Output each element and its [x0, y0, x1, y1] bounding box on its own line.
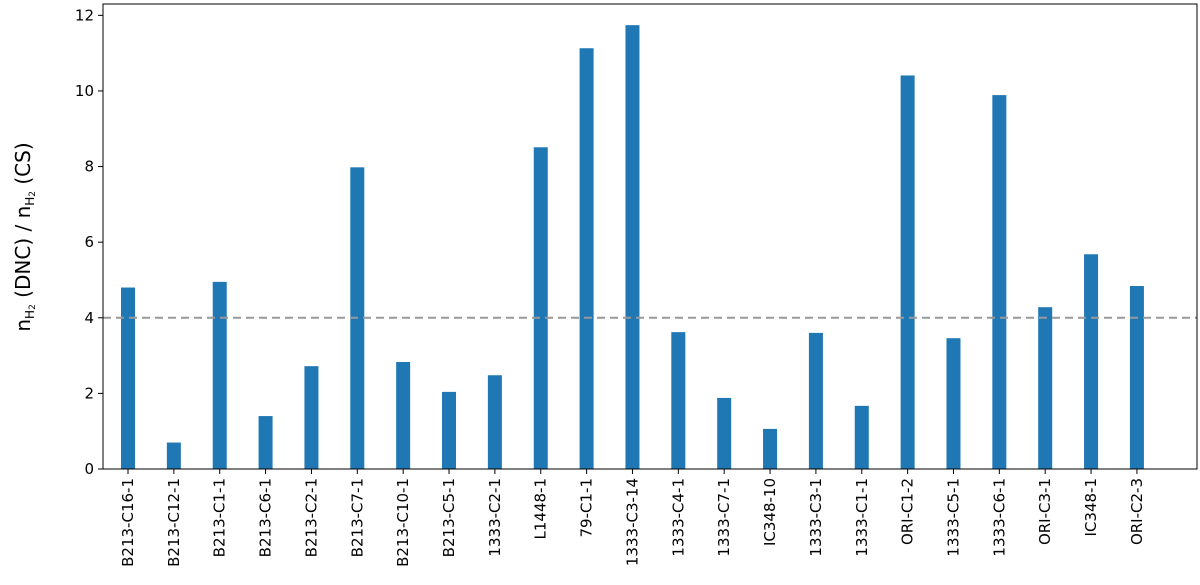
x-tick-label: B213-C6-1	[257, 478, 275, 557]
x-tick-label: B213-C2-1	[302, 478, 320, 557]
x-tick-label: B213-C5-1	[440, 478, 458, 557]
y-tick-label: 4	[84, 309, 94, 327]
bar	[212, 281, 227, 469]
bar	[166, 442, 181, 469]
x-tick-label: 1333-C7-1	[715, 478, 733, 557]
bar	[625, 25, 640, 469]
bar	[396, 362, 411, 469]
x-tick-label: B213-C16-1	[119, 478, 137, 567]
y-axis-label-part: n	[11, 319, 35, 332]
bar	[121, 287, 135, 469]
bar	[717, 397, 732, 469]
y-tick-label: 8	[84, 158, 94, 176]
x-tick-label: 79-C1-1	[578, 478, 596, 537]
x-tick-label: 1333-C3-14	[623, 478, 641, 566]
x-tick-label: ORI-C1-2	[899, 478, 917, 545]
x-tick-label: 1333-C5-1	[944, 478, 962, 557]
x-tick-label: L1448-1	[532, 478, 550, 540]
bar	[579, 48, 594, 469]
y-axis-label-part: (DNC) / n	[11, 206, 35, 304]
x-tick-label: 1333-C6-1	[990, 478, 1008, 557]
bar	[304, 366, 319, 469]
y-axis-label-part: 2	[28, 304, 38, 310]
y-axis-label-part: (CS)	[11, 142, 35, 191]
x-tick-label: ORI-C2-3	[1128, 478, 1146, 545]
x-tick-label: B213-C1-1	[211, 478, 229, 557]
y-axis-label: nH2 (DNC) / nH2 (CS)	[11, 142, 38, 331]
x-tick-label: 1333-C4-1	[669, 478, 687, 557]
bar	[854, 405, 869, 469]
bar	[1084, 254, 1099, 469]
y-axis-label-part: H	[23, 197, 37, 206]
bar	[533, 147, 548, 469]
x-tick-label: B213-C12-1	[165, 478, 183, 567]
bar	[1129, 286, 1144, 469]
bar	[946, 338, 961, 469]
x-tick-label: 1333-C2-1	[486, 478, 504, 557]
bar	[763, 428, 778, 469]
bar	[487, 375, 502, 469]
bar	[808, 332, 823, 469]
bar	[1038, 307, 1053, 469]
bar	[900, 75, 915, 469]
x-tick-label: ORI-C3-1	[1036, 478, 1054, 545]
bar	[258, 416, 273, 469]
y-tick-label: 6	[84, 233, 94, 251]
axes-frame	[102, 3, 1198, 470]
y-axis-label-part: 2	[28, 191, 38, 197]
bar	[442, 391, 457, 469]
y-tick-label: 10	[75, 82, 94, 100]
y-tick-label: 12	[75, 6, 94, 24]
x-tick-label: B213-C7-1	[348, 478, 366, 557]
y-tick-label: 0	[84, 460, 94, 478]
y-axis-label-part: H	[23, 310, 37, 319]
bar	[671, 332, 686, 469]
x-tick-label: B213-C10-1	[394, 478, 412, 567]
x-tick-label: 1333-C1-1	[853, 478, 871, 557]
x-tick-label: IC348-10	[761, 478, 779, 546]
y-tick-label: 2	[84, 384, 94, 402]
bar	[992, 95, 1007, 470]
x-tick-label: IC348-1	[1082, 478, 1100, 536]
x-tick-label: 1333-C3-1	[807, 478, 825, 557]
